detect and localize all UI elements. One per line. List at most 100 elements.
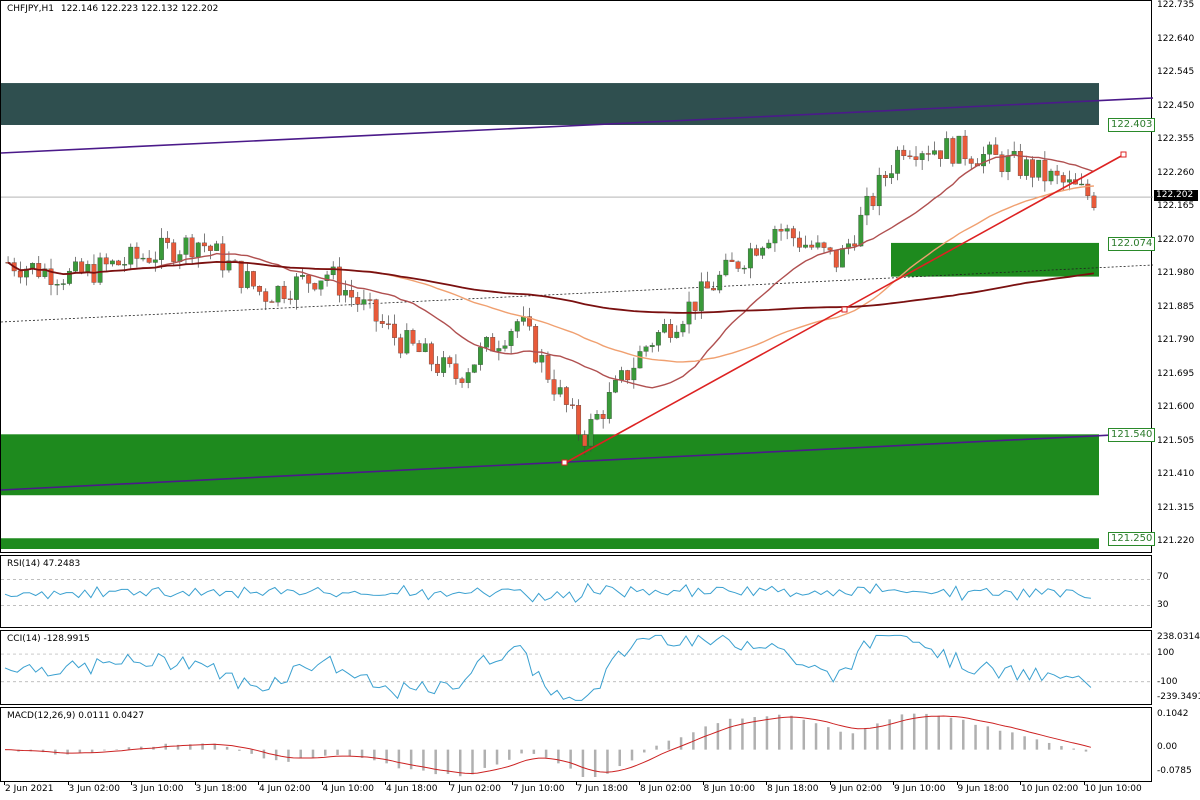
candle-body [496,348,502,352]
macd-histogram-bar [1047,742,1051,750]
candle-body [576,405,582,435]
macd-histogram-bar [262,749,266,759]
candle-body [852,243,858,247]
macd-histogram-bar [728,718,732,750]
candle-body [484,337,490,348]
macd-histogram-bar [66,749,69,755]
candle-body [882,174,888,179]
macd-histogram-bar [1035,739,1039,750]
candle-body [269,301,275,303]
candle-body [103,257,109,265]
price-axis-label: 122.355 [1157,134,1195,144]
candle-body [858,214,864,247]
time-axis-tick [448,782,450,785]
macd-chart-svg [4,713,1092,777]
macd-histogram-bar [311,749,315,758]
candle-body [1060,175,1066,183]
candle-body [293,276,299,300]
candle-body [257,286,263,292]
candle-body [330,266,336,276]
candle-body [428,343,434,365]
macd-histogram-bar [937,715,940,750]
macd-histogram-bar [814,723,818,750]
candle-body [533,326,539,363]
candle-body [306,275,312,284]
macd-histogram-bar [593,749,597,777]
candle-body [183,237,189,255]
candle-body [165,237,170,243]
candle-body [54,284,60,286]
candle-body [649,345,655,347]
cci-line [4,634,1092,701]
candle-body [729,259,735,262]
macd-histogram-bar [287,749,290,762]
candle-body [48,268,54,285]
candle-body [42,268,48,277]
time-axis-tick [321,782,323,785]
macd-histogram-bar [127,747,131,750]
candle-body [895,149,901,174]
candle-body [171,242,177,262]
macd-histogram-bar [385,749,388,764]
candle-body [662,324,667,333]
rsi-level-70: 70 [1157,572,1169,582]
candle-body [674,331,680,338]
macd-histogram-bar [373,749,376,761]
candle-body [189,237,195,258]
macd-histogram-bar [606,749,609,774]
candle-body [1030,159,1036,178]
macd-panel[interactable]: MACD(12,26,9) 0.0111 0.0427 [0,707,1152,782]
macd-histogram-bar [1023,736,1026,750]
macd-histogram-bar [213,743,217,750]
macd-histogram-bar [974,724,977,750]
macd-histogram-bar [998,730,1002,750]
cci-panel[interactable]: CCI(14) -128.9915 [0,630,1153,705]
price-axis-label: 122.640 [1157,33,1195,44]
time-axis-label: 7 Jun 10:00 [513,784,565,794]
candle-body [612,379,618,393]
time-axis-tick [956,782,958,785]
time-axis-label: 3 Jun 02:00 [68,784,120,794]
macd-histogram-bar [176,744,180,750]
macd-histogram-bar [189,744,192,750]
price-chart-panel[interactable]: CHFJPY,H1 122.146 122.223 122.132 122.20… [0,0,1154,553]
candle-body [471,364,477,373]
rsi-panel[interactable]: RSI(14) 47.2483 [0,555,1153,628]
candle-body [416,343,422,353]
candle-body [772,228,778,244]
candle-body [373,299,379,322]
candle-body [134,246,140,259]
macd-histogram-bar [78,749,82,753]
candle-body [324,274,330,281]
macd-histogram-bar [581,749,585,777]
macd-signal-line [4,715,1092,775]
candle-body [508,331,514,346]
candle-body [698,281,704,311]
candle-body [263,291,269,302]
candle-body [79,261,85,273]
time-axis-label: 4 Jun 18:00 [386,784,438,794]
macd-histogram-bar [520,749,523,754]
time-axis-label: 8 Jun 02:00 [640,784,692,794]
bottom-zone [1,538,1099,549]
macd-histogram-bar [1084,749,1088,752]
candle-body [741,267,747,270]
candle-body [146,257,152,263]
candle-body [502,345,508,349]
candle-body [1017,151,1023,176]
macd-title: MACD(12,26,9) 0.0111 0.0427 [7,711,145,721]
candle-body [85,264,91,273]
macd-histogram-bar [888,719,891,750]
time-axis-label: 10 Jun 02:00 [1021,784,1079,794]
candle-body [606,392,612,419]
macd-histogram-bar [777,714,781,750]
candle-body [1005,155,1011,172]
macd-histogram-bar [434,749,437,775]
candle-body [717,274,723,291]
macd-histogram-bar [925,713,928,750]
macd-histogram-bar [324,749,327,756]
ma-fast-line [7,154,1095,389]
candle-body [435,363,440,373]
candle-body [809,244,815,248]
candle-body [778,228,784,232]
